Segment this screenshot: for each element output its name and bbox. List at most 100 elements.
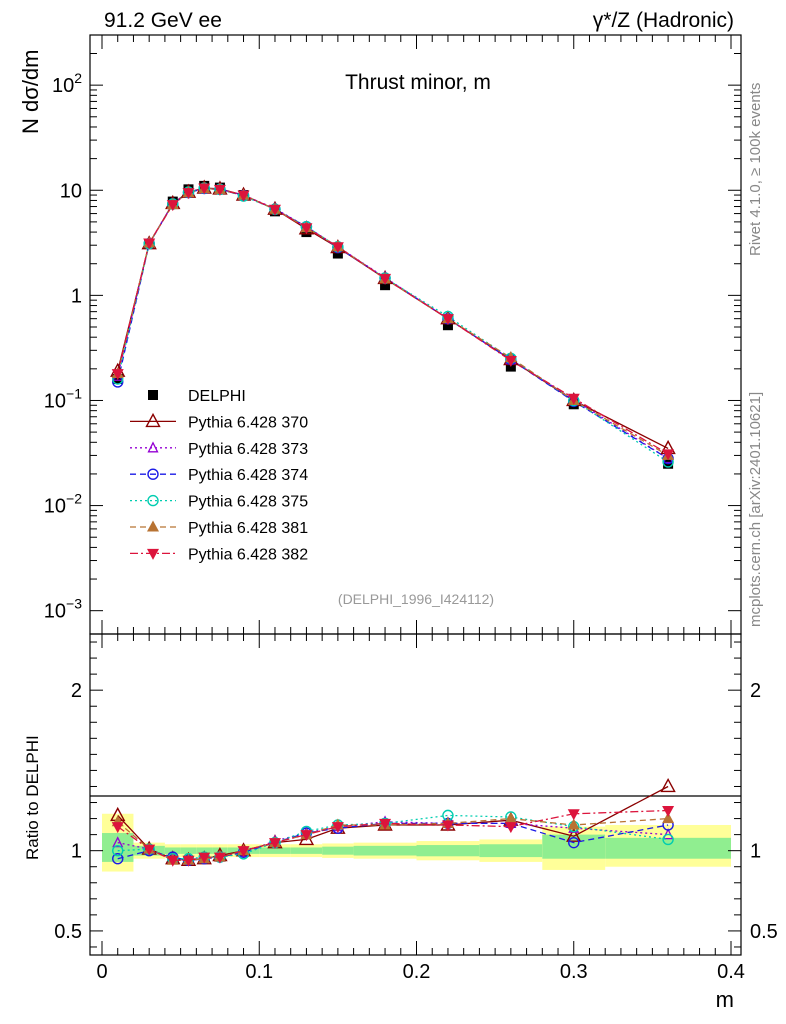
ratio-point bbox=[182, 855, 195, 867]
ratio-point bbox=[504, 822, 517, 834]
legend-label: Pythia 6.428 382 bbox=[188, 546, 308, 563]
series-point bbox=[237, 190, 250, 202]
main-title: Thrust minor, m bbox=[345, 71, 491, 94]
ratio-point bbox=[660, 778, 676, 793]
ratio-point bbox=[662, 828, 674, 840]
x-tick-label: 0.4 bbox=[717, 961, 745, 983]
main-y-ticks: 10−3 10−2 10−1 1 10 102 bbox=[44, 34, 741, 623]
legend-label: Pythia 6.428 370 bbox=[188, 414, 308, 431]
series-line bbox=[117, 187, 669, 449]
ratio-point bbox=[268, 838, 281, 850]
legend-marker bbox=[147, 520, 159, 532]
series-point bbox=[441, 314, 454, 326]
ratio-point bbox=[143, 844, 156, 856]
ratio-point bbox=[567, 818, 580, 830]
ratio-point bbox=[662, 806, 675, 818]
ratio-point bbox=[112, 844, 124, 857]
ratio-point bbox=[662, 833, 674, 846]
ratio-point bbox=[662, 812, 675, 824]
analysis-watermark: (DELPHI_1996_I424112) bbox=[338, 591, 494, 607]
ratio-point bbox=[441, 820, 454, 832]
x-tick-label: 0 bbox=[96, 961, 107, 983]
ratio-point bbox=[213, 852, 226, 864]
series-point bbox=[567, 393, 580, 405]
data-point bbox=[442, 320, 453, 331]
main-y-tick-label: 10−3 bbox=[44, 596, 82, 623]
ratio-band-inner bbox=[353, 845, 417, 856]
ratio-band-inner bbox=[542, 834, 606, 859]
x-tick-label: 0.1 bbox=[245, 961, 273, 983]
ratio-point bbox=[568, 836, 580, 849]
main-y-tick-label: 10 bbox=[60, 180, 82, 202]
series-line bbox=[117, 187, 669, 456]
data-point bbox=[380, 280, 391, 291]
series-point bbox=[268, 204, 281, 216]
header-energy: 91.2 GeV ee bbox=[104, 9, 222, 32]
main-data-points bbox=[110, 179, 676, 469]
legend-marker bbox=[147, 548, 159, 560]
legend-marker bbox=[148, 390, 158, 400]
legend-marker bbox=[145, 412, 161, 428]
legend-label: Pythia 6.428 374 bbox=[188, 467, 308, 484]
rivet-label: Rivet 4.1.0, ≥ 100k events bbox=[747, 83, 764, 256]
series-point bbox=[300, 223, 313, 235]
main-y-tick-label: 10−1 bbox=[44, 385, 82, 412]
ratio-series-lines bbox=[110, 778, 676, 867]
series-point bbox=[504, 356, 517, 368]
ratio-point bbox=[198, 852, 211, 864]
ratio-y-tick-label-right: 1 bbox=[750, 841, 761, 863]
ratio-point bbox=[112, 836, 124, 848]
series-point bbox=[166, 200, 179, 212]
series-point bbox=[182, 188, 195, 200]
ratio-x-ticks: 0 0.1 0.2 0.3 0.4 bbox=[96, 634, 745, 983]
ratio-point bbox=[166, 855, 179, 867]
ratio-line bbox=[117, 809, 669, 861]
x-axis-label: m bbox=[716, 987, 734, 1012]
ratio-point bbox=[504, 812, 517, 824]
ratio-frame bbox=[89, 633, 742, 956]
main-y-tick-label: 10−2 bbox=[44, 491, 82, 518]
main-y-tick-label: 1 bbox=[71, 285, 82, 307]
legend-label: Pythia 6.428 381 bbox=[188, 520, 308, 537]
ratio-y-tick-label-right: 2 bbox=[750, 680, 761, 702]
header-process: γ*/Z (Hadronic) bbox=[593, 9, 734, 32]
legend-label: Pythia 6.428 373 bbox=[188, 441, 308, 458]
series-point bbox=[111, 369, 124, 381]
ratio-y-axis-label: Ratio to DELPHI bbox=[23, 735, 42, 860]
legend-marker bbox=[147, 468, 159, 480]
legend-marker bbox=[147, 441, 159, 453]
series-point bbox=[198, 183, 211, 195]
mcplots-label: mcplots.cern.ch [arXiv:2401.10621] bbox=[747, 392, 764, 627]
ratio-band-inner bbox=[416, 845, 480, 857]
main-x-ticks bbox=[101, 35, 732, 634]
ratio-point bbox=[300, 830, 313, 842]
ratio-band-inner bbox=[322, 846, 354, 855]
data-point bbox=[332, 248, 343, 259]
ratio-point bbox=[331, 822, 344, 834]
main-panel: 10−3 10−2 10−1 1 10 102 Thrust minor, m (DELP… bbox=[18, 34, 742, 635]
ratio-point bbox=[379, 818, 392, 830]
series-point bbox=[331, 242, 344, 254]
ratio-y-tick-label: 0.5 bbox=[54, 921, 82, 943]
legend-marker bbox=[147, 494, 159, 507]
legend-label: DELPHI bbox=[188, 388, 246, 405]
ratio-y-ticks: 0.5 0.5 1 1 2 2 bbox=[54, 641, 778, 948]
x-tick-label: 0.2 bbox=[403, 961, 431, 983]
ratio-y-tick-label-right: 0.5 bbox=[750, 921, 778, 943]
main-y-axis-label: N dσ/dm bbox=[18, 50, 43, 135]
ratio-band-inner bbox=[180, 847, 197, 854]
ratio-band-inner bbox=[290, 847, 323, 854]
x-tick-label: 0.3 bbox=[560, 961, 588, 983]
main-y-tick-label: 102 bbox=[52, 70, 82, 97]
ratio-y-tick-label: 2 bbox=[71, 680, 82, 702]
ratio-panel: 0.5 0.5 1 1 2 2 0 0.1 0.2 0.3 0.4 Ratio to DELPHI… bbox=[23, 633, 778, 1012]
ratio-point bbox=[237, 846, 250, 858]
ratio-point bbox=[566, 827, 582, 842]
ratio-point bbox=[567, 809, 580, 821]
ratio-band-inner bbox=[605, 837, 731, 859]
legend: DELPHI Pythia 6.428 370 Pythia 6.428 373 Py… bbox=[130, 388, 308, 563]
series-point bbox=[143, 238, 156, 250]
ratio-band-inner bbox=[259, 847, 291, 854]
ratio-point bbox=[111, 822, 124, 834]
